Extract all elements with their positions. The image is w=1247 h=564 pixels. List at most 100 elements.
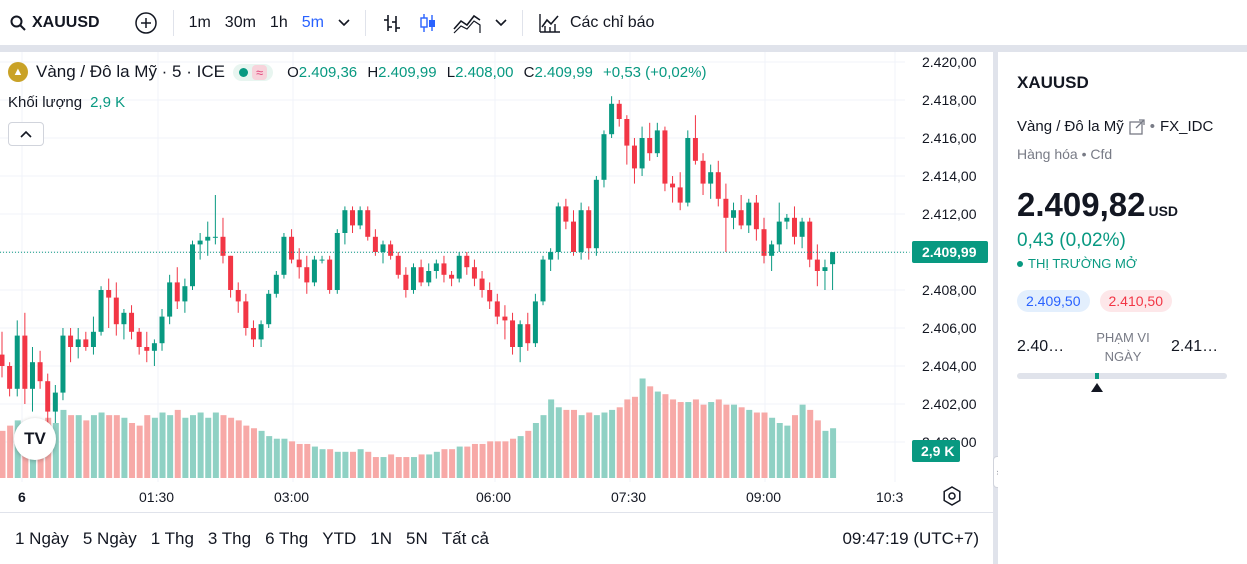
- volume-bar: [106, 415, 113, 478]
- range-6m-button[interactable]: 6 Thg: [265, 528, 309, 548]
- candle-body: [334, 233, 340, 290]
- candle-body: [121, 312, 127, 325]
- chart-type-dropdown-button[interactable]: [488, 0, 514, 46]
- volume-bar: [715, 399, 722, 478]
- details-symbol[interactable]: XAUUSD: [1017, 73, 1089, 92]
- candle-body: [212, 236, 218, 238]
- volume-bar: [487, 441, 494, 478]
- interval-1h[interactable]: 1h: [269, 13, 288, 31]
- range-1m-button[interactable]: 1 Thg: [150, 528, 194, 548]
- volume-bar: [273, 438, 280, 478]
- details-source[interactable]: FX_IDC: [1159, 118, 1214, 135]
- interval-5m[interactable]: 5m: [301, 13, 324, 31]
- range-ytd-button[interactable]: YTD: [322, 528, 357, 548]
- interval-dropdown-button[interactable]: [331, 0, 357, 46]
- candle-style-button[interactable]: [410, 0, 446, 46]
- chart-settings-button[interactable]: [942, 486, 962, 511]
- candle-body: [441, 263, 447, 275]
- top-toolbar: XAUUSD 1m 30m 1h 5m Các chỉ báo: [0, 0, 1247, 46]
- candle-body: [510, 320, 516, 347]
- range-all-button[interactable]: Tất cả: [441, 528, 489, 548]
- current-price-label: 2.409,99: [912, 241, 988, 264]
- panel-divider[interactable]: [993, 52, 998, 564]
- volume-bar: [350, 451, 357, 478]
- timezone-clock[interactable]: 09:47:19 (UTC+7): [842, 529, 979, 548]
- volume-bar: [380, 457, 387, 478]
- candle-body: [235, 290, 241, 302]
- bars-icon: [383, 14, 400, 32]
- price-tick-label: 2.402,00: [922, 396, 977, 412]
- volume-bar: [296, 443, 303, 478]
- close-value: 2.409,99: [534, 63, 593, 81]
- external-link-icon[interactable]: [1129, 118, 1145, 135]
- volume-bar: [586, 412, 593, 478]
- candle-body: [571, 221, 576, 252]
- candle-body: [487, 290, 493, 302]
- market-status-badge[interactable]: ≈: [232, 63, 274, 81]
- collapse-legend-button[interactable]: [8, 122, 44, 146]
- volume-bar: [746, 409, 753, 478]
- candlestick-chart[interactable]: [0, 52, 993, 512]
- volume-bar: [319, 449, 326, 478]
- market-status[interactable]: THỊ TRƯỜNG MỞ: [1017, 256, 1137, 271]
- candle-body: [319, 259, 325, 261]
- area-style-button[interactable]: [446, 0, 488, 46]
- bullet-separator: •: [1081, 146, 1087, 162]
- interval-30m[interactable]: 30m: [224, 13, 256, 31]
- candle-body: [266, 293, 272, 325]
- symbol-details-panel: XAUUSD Vàng / Đô la Mỹ • FX_IDC Hàng hóa…: [998, 52, 1247, 564]
- volume-legend: Khối lượng 2,9 K: [8, 94, 125, 111]
- candle-body: [281, 236, 287, 275]
- day-range-high: 2.41…: [1171, 338, 1219, 355]
- volume-bar: [410, 457, 417, 478]
- gold-coin-icon: ▲: [8, 62, 28, 82]
- candle-body: [616, 103, 622, 119]
- range-5y-button[interactable]: 5N: [406, 528, 428, 548]
- range-5d-button[interactable]: 5 Ngày: [82, 528, 137, 548]
- time-axis[interactable]: 6 01:30 03:00 06:00 07:30 09:00 10:3: [0, 482, 993, 512]
- low-value: 2.408,00: [455, 63, 514, 81]
- volume-bar: [266, 436, 273, 478]
- details-description-text[interactable]: Vàng / Đô la Mỹ: [1017, 118, 1124, 135]
- day-range-low: 2.40…: [1017, 338, 1065, 355]
- candle-body: [670, 183, 676, 188]
- candle-body: [418, 267, 424, 283]
- volume-bar: [700, 404, 707, 478]
- range-3m-button[interactable]: 3 Thg: [207, 528, 252, 548]
- volume-bar: [388, 454, 395, 478]
- volume-bar: [784, 425, 791, 478]
- candle-body: [555, 206, 561, 252]
- volume-bar: [167, 415, 174, 478]
- volume-bar: [708, 402, 715, 478]
- volume-bar: [830, 428, 837, 478]
- volume-bar: [449, 449, 456, 478]
- range-1d-button[interactable]: 1 Ngày: [15, 528, 69, 548]
- candle-body: [433, 263, 439, 271]
- add-circle-icon: [134, 11, 157, 34]
- market-status-text: THỊ TRƯỜNG MỞ: [1028, 256, 1137, 271]
- volume-bar: [129, 423, 136, 478]
- volume-bar: [151, 417, 158, 478]
- volume-bar: [113, 415, 120, 478]
- volume-bar: [250, 428, 257, 478]
- compare-symbol-button[interactable]: [127, 0, 165, 46]
- candle-body: [723, 198, 729, 218]
- volume-bar: [311, 446, 318, 478]
- candle-body: [190, 244, 195, 287]
- range-1y-button[interactable]: 1N: [370, 528, 392, 548]
- candle-body: [654, 130, 660, 154]
- tradingview-logo[interactable]: TV: [14, 418, 56, 460]
- volume-bar: [502, 441, 509, 478]
- symbol-search-button[interactable]: XAUUSD: [0, 0, 107, 46]
- chart-pane[interactable]: ▲ Vàng / Đô la Mỹ · 5 · ICE ≈ O2.409,36 …: [0, 52, 993, 512]
- details-category: Hàng hóa • Cfd: [1017, 146, 1112, 162]
- bar-style-button[interactable]: [374, 0, 410, 46]
- candle-body: [403, 274, 409, 290]
- volume-bar: [174, 409, 181, 478]
- candle-body: [814, 259, 820, 271]
- indicators-button[interactable]: Các chỉ báo: [531, 0, 662, 46]
- toolbar-divider: [521, 9, 523, 36]
- price-axis[interactable]: 2.420,00 2.418,00 2.416,00 2.414,00 2.412,00…: [910, 52, 993, 482]
- volume-bar: [182, 417, 189, 478]
- interval-1m[interactable]: 1m: [188, 13, 211, 31]
